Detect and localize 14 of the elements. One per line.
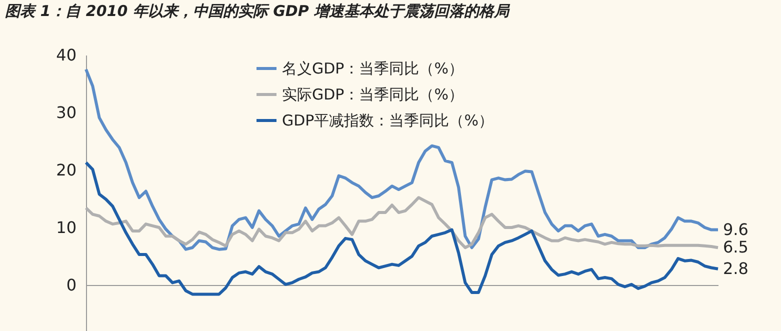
y-tick-label: 10 xyxy=(56,218,76,237)
y-tick-label: 30 xyxy=(56,103,76,122)
chart-title: 图表 1：自 2010 年以来，中国的实际 GDP 增速基本处于震荡回落的格局 xyxy=(5,2,512,20)
data-label: 9.6 xyxy=(723,220,748,239)
line-series xyxy=(84,161,720,296)
y-tick-label: 0 xyxy=(66,276,76,294)
legend-label: 名义GDP：当季同比（%） xyxy=(282,60,464,78)
y-tick-label: 40 xyxy=(56,46,76,64)
line-series xyxy=(84,196,720,250)
y-tick-label: 20 xyxy=(56,160,76,180)
data-label: 6.5 xyxy=(723,238,748,257)
legend-label: 实际GDP：当季同比（%） xyxy=(282,86,464,104)
data-label: 2.8 xyxy=(723,258,748,278)
legend-label: GDP平减指数：当季同比（%） xyxy=(282,112,494,130)
